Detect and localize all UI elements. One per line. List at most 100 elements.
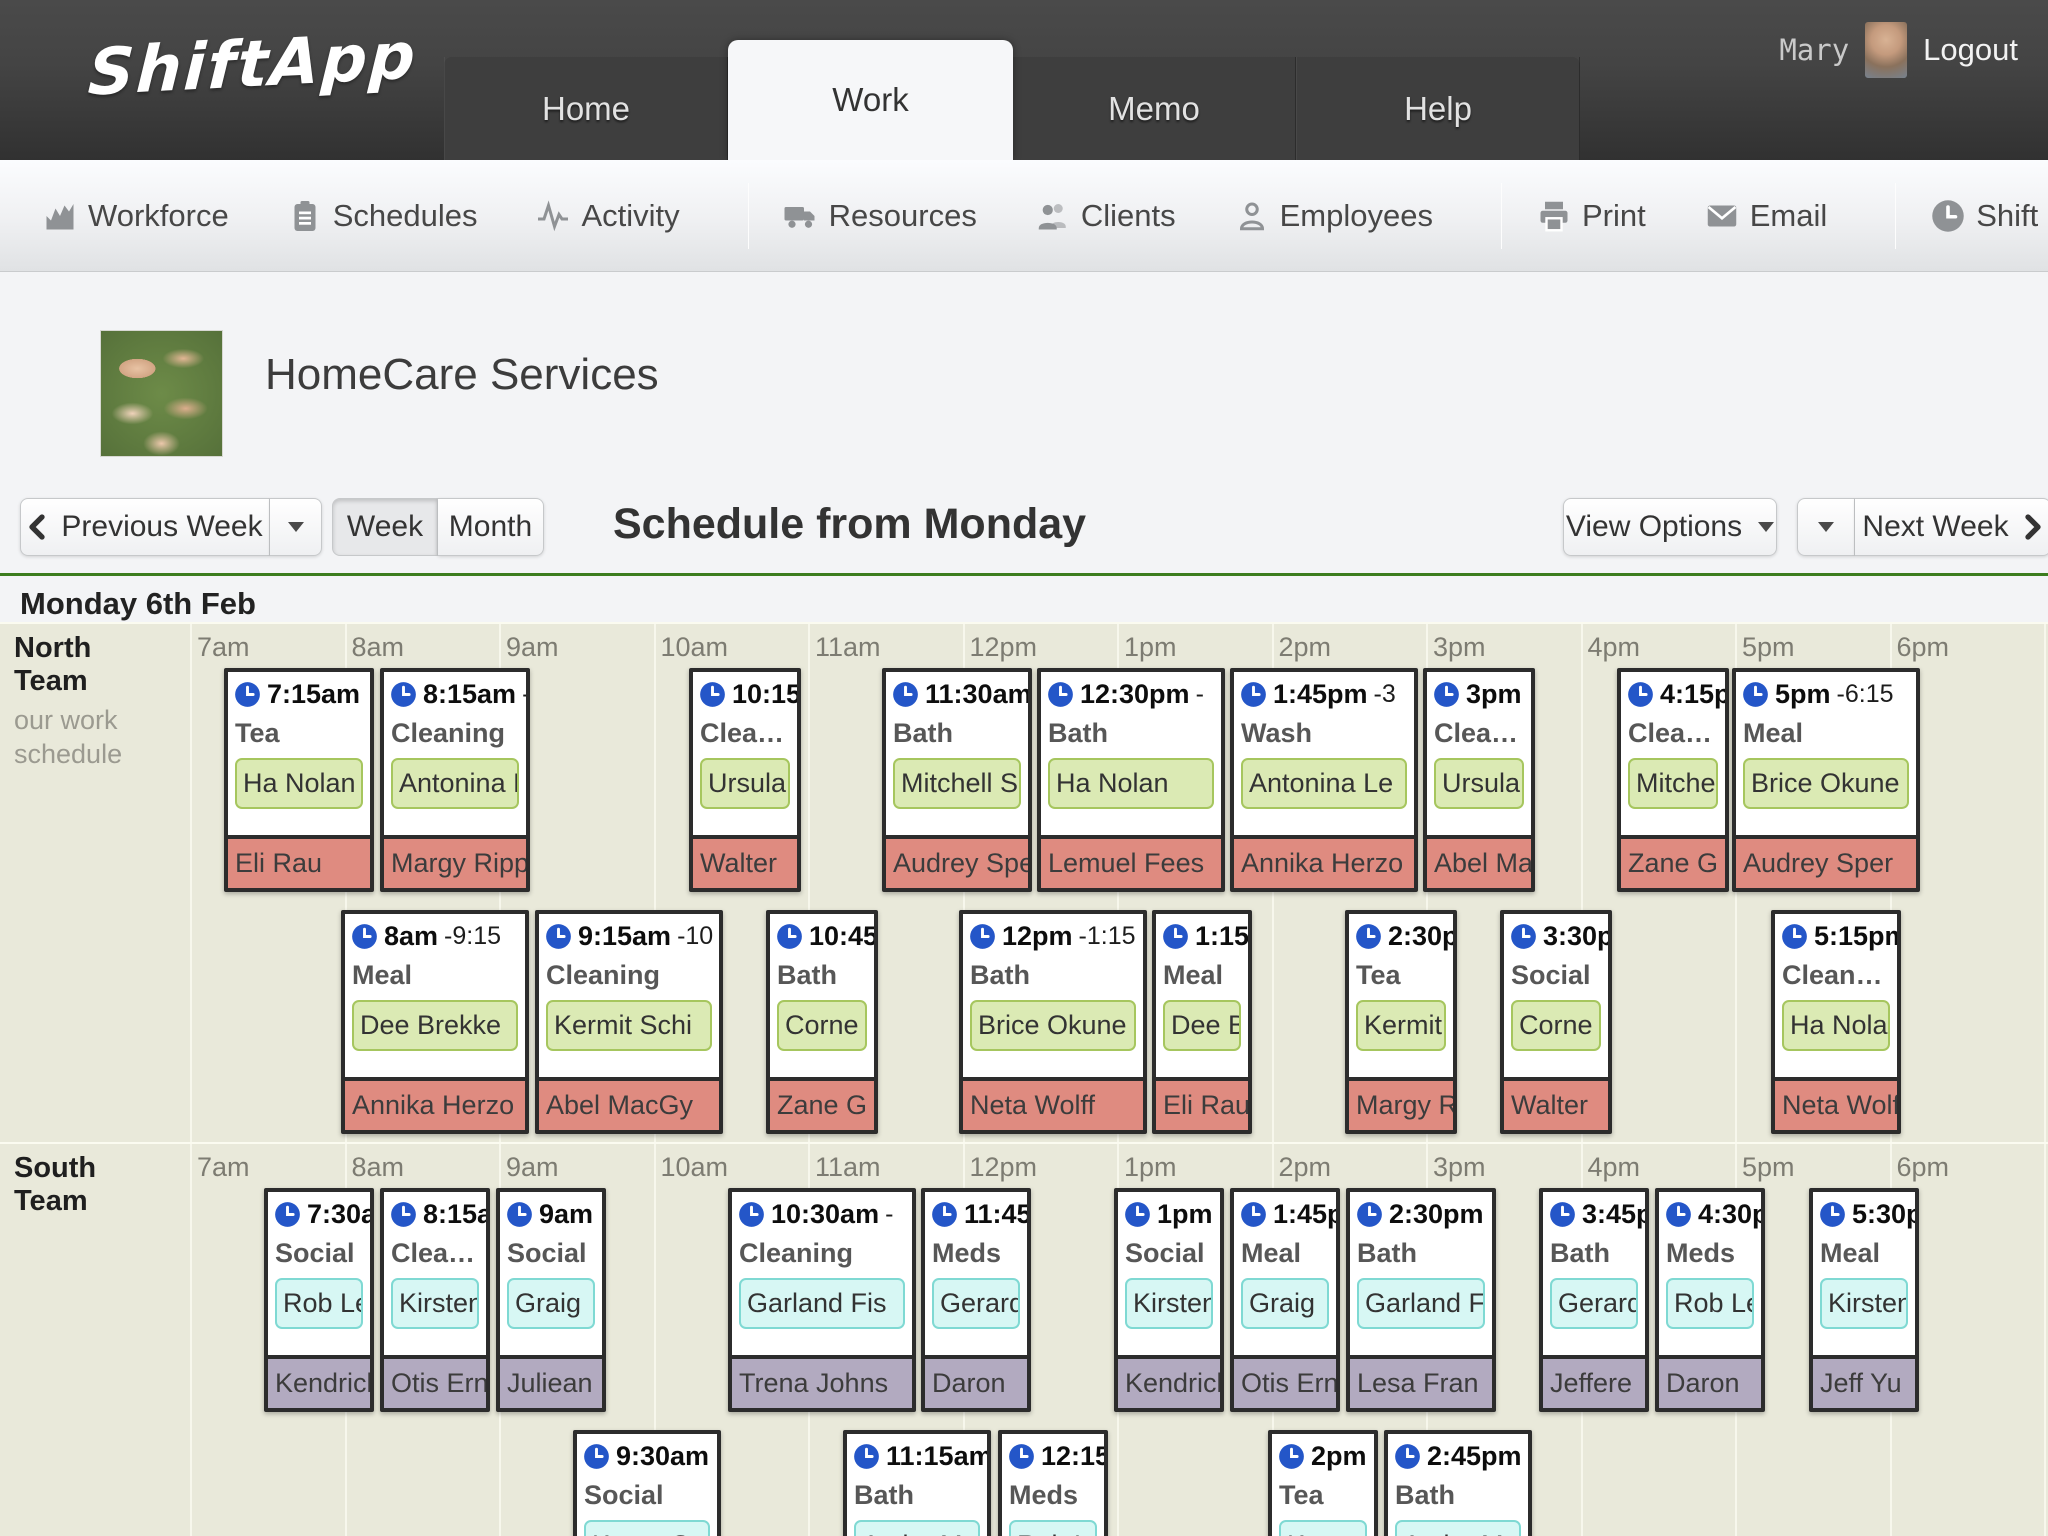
client-chip[interactable]: Ha Nolan [235,758,363,809]
client-chip[interactable]: Gerard [1550,1278,1638,1329]
client-chip[interactable]: Karyn Go [1279,1520,1367,1536]
employee-bar[interactable]: Walter [693,835,797,888]
client-chip[interactable]: Graig [1241,1278,1329,1329]
client-chip[interactable]: Garland Fis [739,1278,905,1329]
shift-card[interactable]: 5:30pm Meal Kirsten Jeff Yu [1809,1188,1919,1412]
shift-card[interactable]: 11:15am Bath Amira Mo [843,1430,991,1536]
employee-bar[interactable]: Kendrick [268,1355,370,1408]
shift-card[interactable]: 12:15pm Meds Rob Le [998,1430,1108,1536]
shift-card[interactable]: 1:15pm Meal Dee Brekke Eli Rau [1152,910,1252,1134]
previous-week-button[interactable]: Previous Week [20,498,270,556]
user-name[interactable]: Mary [1779,33,1850,67]
employee-bar[interactable]: Margy Rippin [1349,1077,1453,1130]
client-chip[interactable]: Kirsten [1125,1278,1213,1329]
week-toggle[interactable]: Week [332,498,438,556]
employee-bar[interactable]: Jeff Yu [1813,1355,1915,1408]
toolbar-item-email[interactable]: Email [1704,198,1827,234]
client-chip[interactable]: Ursula [1434,758,1524,809]
client-chip[interactable]: Rob Le [275,1278,363,1329]
shift-card[interactable]: 11:30am Bath Mitchell S Audrey Sper [882,668,1032,892]
client-chip[interactable]: Brice Okune [1743,758,1909,809]
toolbar-item-schedules[interactable]: Schedules [287,198,477,234]
shift-card[interactable]: 1:45pm Meal Graig Otis Ern [1230,1188,1340,1412]
client-chip[interactable]: Corne [1511,1000,1601,1051]
employee-bar[interactable]: Lesa Fran [1350,1355,1492,1408]
employee-bar[interactable]: Audrey Sper [1736,835,1916,888]
shift-card[interactable]: 3pm Cleaning Ursula Abel MacGy [1423,668,1535,892]
client-chip[interactable]: Garland Fis [1357,1278,1485,1329]
client-chip[interactable]: Antonina Le [1241,758,1407,809]
employee-bar[interactable]: Jeffere [1543,1355,1645,1408]
employee-bar[interactable]: Daron [925,1355,1027,1408]
employee-bar[interactable]: Eli Rau [228,835,370,888]
employee-bar[interactable]: Walter [1504,1077,1608,1130]
client-chip[interactable]: Amira Mo [1395,1520,1521,1536]
toolbar-item-employees[interactable]: Employees [1234,198,1433,234]
client-chip[interactable]: Kermit Schi [1356,1000,1446,1051]
shift-card[interactable]: 12:30pm - Bath Ha Nolan Lemuel Fees [1037,668,1225,892]
tab-memo[interactable]: Memo [1012,57,1296,160]
shift-card[interactable]: 3:45pm Bath Gerard Jeffere [1539,1188,1649,1412]
employee-bar[interactable]: Zane G [770,1077,874,1130]
toolbar-item-shift[interactable]: Shift [1930,198,2038,234]
client-chip[interactable]: Antonina Le [391,758,519,809]
shift-card[interactable]: 10:45am Bath Corne Zane G [766,910,878,1134]
toolbar-item-resources[interactable]: Resources [783,198,977,234]
employee-bar[interactable]: Neta Wolff [1775,1077,1897,1130]
tab-home[interactable]: Home [444,57,728,160]
shift-card[interactable]: 9:15am -10 Cleaning Kermit Schi Abel MacGy [535,910,723,1134]
employee-bar[interactable]: Eli Rau [1156,1077,1248,1130]
client-chip[interactable]: Gerard [932,1278,1020,1329]
shift-card[interactable]: 2:30pm Bath Garland Fis Lesa Fran [1346,1188,1496,1412]
toolbar-item-clients[interactable]: Clients [1035,198,1176,234]
client-chip[interactable]: Kermit Schi [546,1000,712,1051]
client-chip[interactable]: Graig [507,1278,595,1329]
employee-bar[interactable]: Margy Rippin [384,835,526,888]
shift-card[interactable]: 3:30pm Social Corne Walter [1500,910,1612,1134]
client-chip[interactable]: Ha Nolan [1048,758,1214,809]
client-chip[interactable]: Kirsten [391,1278,479,1329]
toolbar-item-print[interactable]: Print [1536,198,1646,234]
employee-bar[interactable]: Trena Johns [732,1355,912,1408]
employee-bar[interactable]: Otis Ern [384,1355,486,1408]
employee-bar[interactable]: Daron [1659,1355,1761,1408]
client-chip[interactable]: Ursula [700,758,790,809]
next-week-dropdown[interactable] [1797,498,1855,556]
employee-bar[interactable]: Zane G [1621,835,1725,888]
next-week-button[interactable]: Next Week [1855,498,2048,556]
employee-bar[interactable]: Annika Herzo [1234,835,1414,888]
client-chip[interactable]: Dee Brekke [352,1000,518,1051]
employee-bar[interactable]: Annika Herzo [345,1077,525,1130]
client-chip[interactable]: Dee Brekke [1163,1000,1241,1051]
shift-card[interactable]: 2pm Tea Karyn Go [1268,1430,1378,1536]
shift-card[interactable]: 10:30am - Cleaning Garland Fis Trena Johns [728,1188,916,1412]
employee-bar[interactable]: Otis Ern [1234,1355,1336,1408]
employee-bar[interactable]: Kendrick [1118,1355,1220,1408]
shift-card[interactable]: 7:30am Social Rob Le Kendrick [264,1188,374,1412]
shift-card[interactable]: 5:15pm Cleaning Ha Nolan Neta Wolff [1771,910,1901,1134]
view-options-button[interactable]: View Options [1563,498,1777,556]
shift-card[interactable]: 2:30pm Tea Kermit Schi Margy Rippin [1345,910,1457,1134]
client-chip[interactable]: Rob Le [1009,1520,1097,1536]
shift-card[interactable]: 11:45am Meds Gerard Daron [921,1188,1031,1412]
toolbar-item-activity[interactable]: Activity [535,198,680,234]
shift-card[interactable]: 9:30am Social Karyn Go [573,1430,721,1536]
employee-bar[interactable]: Neta Wolff [963,1077,1143,1130]
tab-work[interactable]: Work [728,40,1013,160]
shift-card[interactable]: 7:15am Tea Ha Nolan Eli Rau [224,668,374,892]
shift-card[interactable]: 5pm -6:15 Meal Brice Okune Audrey Sper [1732,668,1920,892]
logout-button[interactable]: Logout [1923,32,2018,67]
employee-bar[interactable]: Abel MacGy [539,1077,719,1130]
tab-help[interactable]: Help [1296,57,1580,160]
shift-card[interactable]: 10:15am Cleaning Ursula Walter [689,668,801,892]
client-chip[interactable]: Kirsten [1820,1278,1908,1329]
client-chip[interactable]: Mitchell S [1628,758,1718,809]
shift-card[interactable]: 1:45pm -3 Wash Antonina Le Annika Herzo [1230,668,1418,892]
client-chip[interactable]: Karyn Go [584,1520,710,1536]
client-chip[interactable]: Amira Mo [854,1520,980,1536]
client-chip[interactable]: Brice Okune [970,1000,1136,1051]
employee-bar[interactable]: Juliean [500,1355,602,1408]
client-chip[interactable]: Rob Le [1666,1278,1754,1329]
shift-card[interactable]: 8:15am Cleaning Kirsten Otis Ern [380,1188,490,1412]
shift-card[interactable]: 12pm -1:15 Bath Brice Okune Neta Wolff [959,910,1147,1134]
